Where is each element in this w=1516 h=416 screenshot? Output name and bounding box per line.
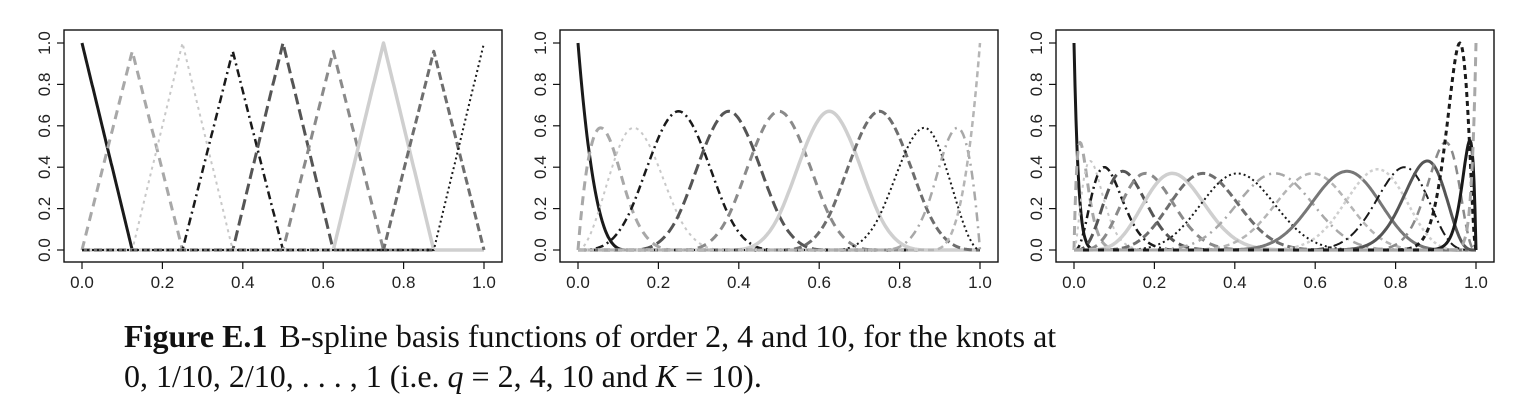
figure-caption: Figure E.1 B-spline basis functions of or… [124,316,1484,396]
basis-curve [82,42,484,251]
y-tick-label: 0.0 [531,238,550,262]
y-tick-label: 0.4 [35,155,54,179]
y-tick-label: 0.2 [35,197,54,221]
basis-curve [81,49,486,252]
figure-panels: 0.0 0.2 0.4 0.6 0.8 1.0 0.0 0.2 0.4 0.6 0.8 1.0 0.0 0… [35,29,1495,292]
basis-curve [577,109,981,252]
panel-frame [559,29,999,263]
y-tick-label: 1.0 [1027,31,1046,55]
basis-curve [1072,140,1477,252]
basis-curve [1073,141,1477,252]
basis-curve [81,41,485,252]
basis-curve [577,109,981,252]
basis-curve [80,42,485,252]
y-tick-label: 0.6 [35,114,54,138]
caption-text-1: B-spline basis functions of order 2, 4 a… [279,318,1057,354]
y-tick-label: 0.0 [35,238,54,262]
x-tick-label: 0.0 [566,273,590,292]
caption-K: K [655,358,678,394]
x-tick-label: 0.6 [1303,273,1327,292]
basis-curve [1073,171,1477,252]
y-tick-label: 0.6 [531,114,550,138]
y-tick-label: 0.2 [1027,197,1046,221]
y-tick-label: 0.4 [531,155,550,179]
caption-text-2: 0, 1/10, 2/10, . . . , 1 (i.e. [124,358,448,394]
x-tick-label: 0.2 [647,273,671,292]
basis-curve [1073,171,1477,252]
x-tick-label: 0.8 [1384,273,1408,292]
caption-q-values: = 2, 4, 10 and [463,358,656,394]
basis-curve [1074,172,1476,251]
basis-curve [577,110,981,252]
basis-curve [1073,169,1477,252]
basis-curve [82,42,485,251]
x-tick-label: 0.4 [1223,273,1247,292]
y-tick-label: 0.8 [35,73,54,97]
x-tick-label: 1.0 [472,273,496,292]
caption-K-value: = 10). [677,358,762,394]
y-tick-label: 1.0 [531,31,550,55]
x-tick-label: 0.8 [888,273,912,292]
basis-curve [1073,172,1477,252]
x-tick-label: 0.0 [1062,273,1086,292]
basis-curve [577,109,981,252]
x-tick-label: 0.6 [807,273,831,292]
y-tick-label: 0.6 [1027,114,1046,138]
basis-curve [81,41,485,252]
basis-curve [80,49,485,252]
y-tick-label: 0.2 [531,197,550,221]
x-tick-label: 1.0 [968,273,992,292]
y-tick-label: 0.8 [1027,73,1046,97]
x-tick-label: 0.2 [151,273,175,292]
y-tick-label: 0.8 [531,73,550,97]
y-tick-label: 0.0 [1027,238,1046,262]
basis-curve [81,50,485,252]
basis-curve [81,49,485,252]
figure-label: Figure E.1 [124,318,268,354]
x-tick-label: 0.8 [392,273,416,292]
y-tick-label: 1.0 [35,31,54,55]
y-tick-label: 0.4 [1027,155,1046,179]
caption-line-2: 0, 1/10, 2/10, . . . , 1 (i.e. q = 2, 4,… [124,356,1484,396]
x-tick-label: 0.2 [1143,273,1167,292]
panel-frame [63,29,503,263]
caption-line-1: Figure E.1 B-spline basis functions of or… [124,316,1484,356]
basis-curve [577,109,981,252]
basis-curve [1073,171,1477,252]
basis-curve [1073,139,1478,252]
x-tick-label: 1.0 [1464,273,1488,292]
basis-curve [1073,172,1477,252]
x-tick-label: 0.0 [70,273,94,292]
basis-curve [1073,42,1478,252]
basis-curve [577,126,982,252]
caption-q: q [447,358,464,394]
x-tick-label: 0.4 [727,273,751,292]
x-tick-label: 0.6 [311,273,335,292]
basis-curve [1073,159,1477,252]
x-tick-label: 0.4 [231,273,255,292]
panel-frame [1055,29,1495,263]
basis-curve [577,42,982,252]
